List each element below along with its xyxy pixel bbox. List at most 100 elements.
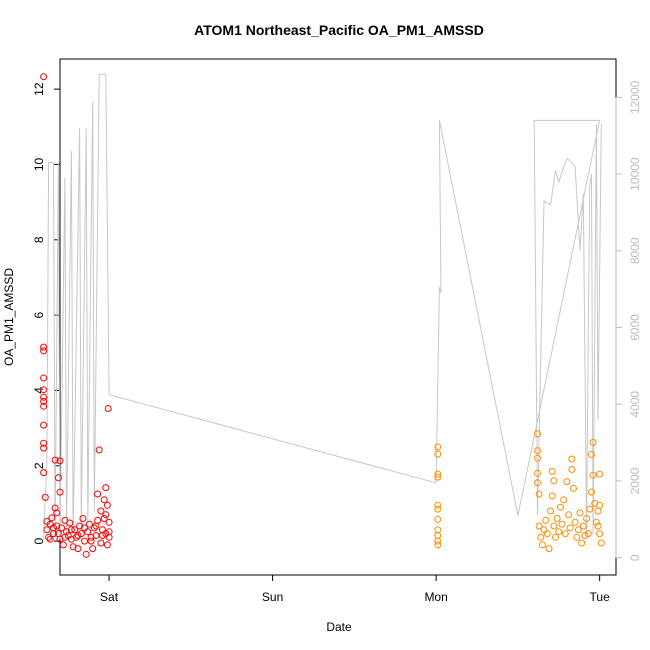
data-point — [58, 524, 66, 532]
data-point — [574, 526, 582, 534]
y2-tick-label: 6000 — [628, 314, 642, 341]
y-tick-label: 6 — [32, 311, 46, 318]
data-point — [56, 457, 64, 465]
y2-tick-label: 10000 — [628, 157, 642, 191]
data-point — [534, 430, 541, 438]
data-point — [534, 454, 541, 462]
data-point — [538, 541, 546, 549]
y2-tick-label: 8000 — [628, 237, 642, 264]
x-axis: Sat Sun Mon Tue — [100, 574, 611, 604]
data-point — [40, 469, 48, 477]
data-point — [59, 541, 67, 549]
data-point — [548, 492, 556, 500]
data-point — [434, 470, 442, 478]
data-point — [97, 539, 105, 547]
data-point — [534, 469, 541, 477]
data-point — [434, 450, 442, 458]
data-point — [105, 518, 113, 526]
data-point — [596, 530, 604, 538]
data-point — [46, 535, 54, 543]
data-point — [434, 505, 442, 513]
x-tick-label: Tue — [590, 590, 611, 604]
y-tick-label: 4 — [32, 387, 46, 394]
data-point — [434, 515, 442, 523]
data-point — [40, 343, 48, 351]
data-point — [555, 528, 563, 536]
data-point — [71, 526, 79, 534]
data-point — [434, 541, 442, 549]
y2-tick-label: 12000 — [628, 80, 642, 114]
data-point — [434, 473, 442, 481]
data-point — [550, 522, 558, 530]
data-point — [565, 511, 573, 519]
data-point — [434, 443, 442, 451]
y-tick-label: 2 — [32, 462, 46, 469]
data-point — [535, 490, 543, 498]
data-point — [596, 501, 604, 509]
data-point — [537, 533, 545, 541]
y2-tick-label: 0 — [628, 554, 642, 561]
data-point — [571, 518, 579, 526]
data-point — [95, 446, 103, 454]
data-point — [82, 550, 90, 558]
data-point — [543, 530, 551, 538]
series-line — [43, 73, 602, 539]
data-point — [40, 386, 48, 394]
data-point — [553, 515, 561, 522]
data-point — [552, 533, 559, 541]
data-point — [584, 530, 592, 538]
data-point — [40, 439, 48, 447]
data-point — [94, 490, 102, 498]
data-point — [50, 524, 57, 532]
data-point — [570, 484, 577, 492]
y-tick-label: 12 — [32, 82, 46, 96]
data-point — [61, 533, 69, 541]
data-point — [434, 537, 442, 545]
data-point — [74, 532, 82, 539]
data-point — [51, 504, 59, 512]
data-point — [87, 533, 95, 541]
y-axis-left: 0 2 4 6 8 10 12 — [32, 82, 61, 544]
data-point — [434, 501, 442, 509]
data-point — [40, 374, 48, 382]
data-point — [99, 532, 106, 539]
y-axis-label: OA_PM1_AMSSD — [2, 268, 16, 366]
data-point — [594, 522, 602, 530]
y2-tick-label: 2000 — [628, 467, 642, 494]
data-point — [589, 438, 597, 446]
data-point — [578, 539, 586, 547]
data-point — [54, 474, 62, 482]
data-point — [588, 488, 595, 496]
chart-title: ATOM1 Northeast_Pacific OA_PM1_AMSSD — [194, 22, 484, 38]
data-point — [102, 484, 110, 492]
data-point — [100, 496, 108, 504]
data-point — [51, 456, 59, 464]
data-point — [104, 405, 112, 412]
data-point — [40, 347, 48, 355]
data-point — [97, 507, 105, 515]
series-layer — [40, 73, 605, 558]
data-point — [534, 447, 541, 455]
data-point — [547, 507, 555, 515]
data-point — [592, 518, 600, 526]
data-point — [92, 522, 100, 530]
data-point — [81, 524, 88, 532]
data-point — [561, 530, 569, 538]
data-point — [103, 501, 111, 509]
data-point — [534, 479, 541, 487]
data-point — [40, 73, 48, 81]
data-point — [548, 467, 556, 475]
data-point — [588, 451, 595, 458]
data-point — [79, 515, 87, 522]
data-point — [556, 503, 564, 511]
x-tick-label: Sat — [100, 590, 119, 604]
data-point — [589, 471, 597, 479]
data-point — [40, 397, 48, 405]
data-point — [89, 545, 97, 553]
data-point — [41, 493, 49, 501]
data-point — [45, 533, 53, 541]
data-point — [560, 496, 568, 504]
data-point — [103, 541, 111, 549]
data-point — [72, 533, 80, 541]
